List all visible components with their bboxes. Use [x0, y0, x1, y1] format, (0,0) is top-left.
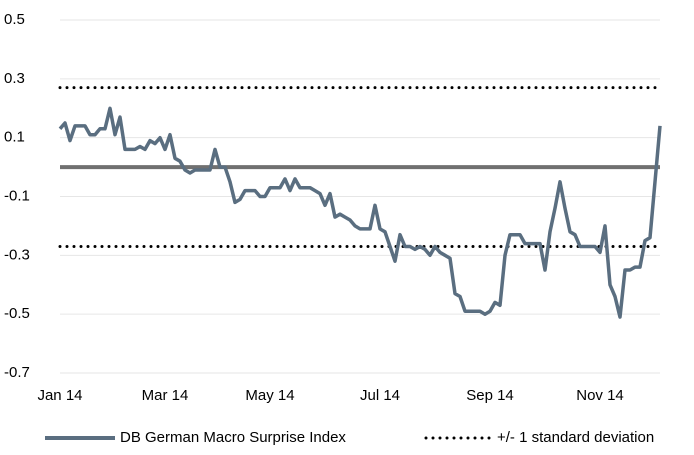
legend-label: DB German Macro Surprise Index [120, 429, 346, 446]
y-tick-label: -0.5 [4, 305, 30, 322]
y-tick-label: -0.1 [4, 187, 30, 204]
y-tick-label: 0.3 [4, 70, 25, 87]
y-tick-label: 0.1 [4, 129, 25, 146]
x-tick-label: May 14 [245, 387, 294, 404]
y-tick-label: -0.7 [4, 364, 30, 381]
legend-label: +/- 1 standard deviation [497, 429, 654, 446]
x-tick-label: Nov 14 [576, 387, 624, 404]
x-tick-label: Jul 14 [360, 387, 400, 404]
y-tick-label: 0.5 [4, 11, 25, 28]
x-tick-label: Jan 14 [37, 387, 82, 404]
x-tick-label: Mar 14 [142, 387, 189, 404]
y-tick-label: -0.3 [4, 246, 30, 263]
x-tick-label: Sep 14 [466, 387, 514, 404]
data-line [58, 106, 662, 319]
